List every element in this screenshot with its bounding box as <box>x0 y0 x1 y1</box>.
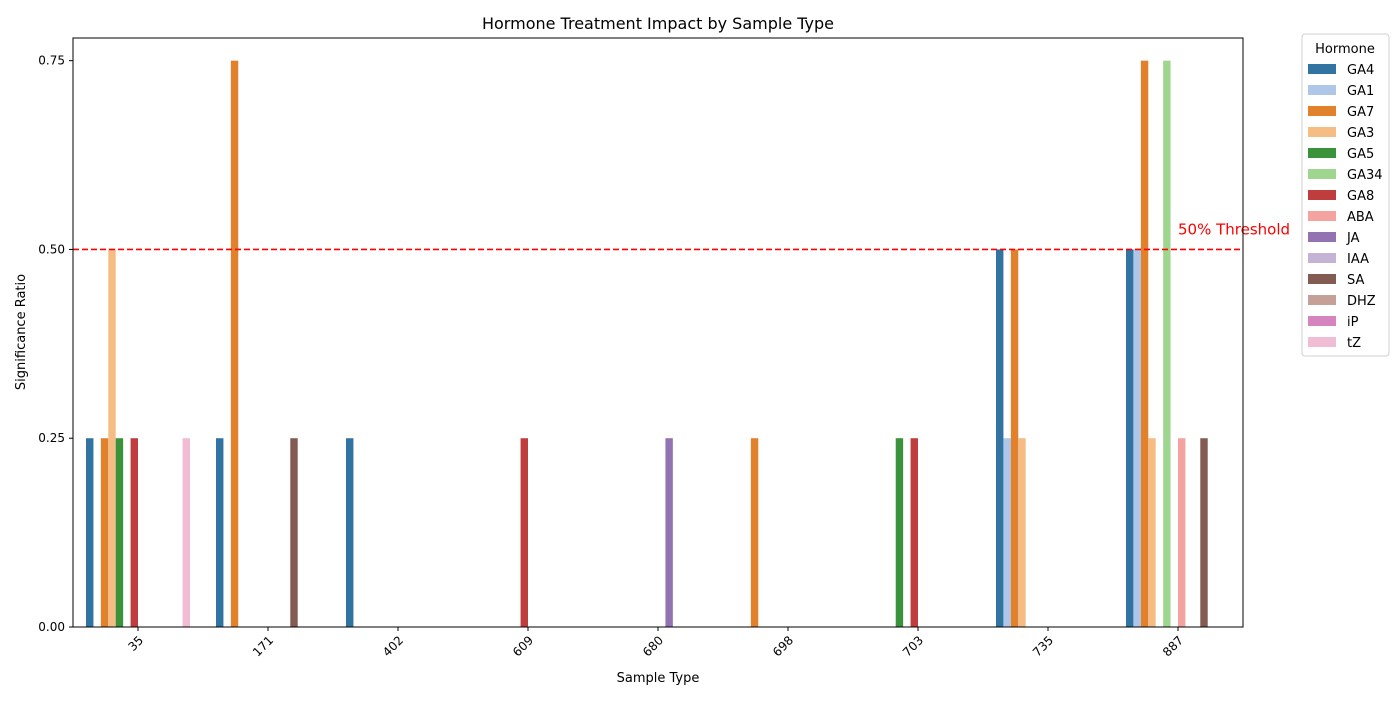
bar-GA7-171 <box>230 60 239 627</box>
legend-label-JA: JA <box>1346 231 1360 246</box>
bar-GA34-887 <box>1163 60 1171 627</box>
legend-swatch-ABA <box>1308 211 1336 221</box>
x-axis-label: Sample Type <box>617 671 700 686</box>
bar-GA8-609 <box>520 438 528 627</box>
bar-GA3-735 <box>1018 438 1026 627</box>
bar-GA5-35 <box>115 438 124 627</box>
bar-GA8-703 <box>910 438 918 627</box>
legend-title: Hormone <box>1315 42 1375 57</box>
y-tick-label: 0.50 <box>38 242 65 256</box>
x-tick-label: 35 <box>125 633 146 654</box>
legend-swatch-GA1 <box>1308 85 1336 95</box>
legend-swatch-GA34 <box>1308 169 1336 179</box>
threshold-label: 50% Threshold <box>1178 220 1290 238</box>
legend: Hormone GA4 GA1 GA7 GA3 GA5 GA34 GA8 ABA JA IAA SA D… <box>1301 33 1390 357</box>
bar-GA5-703 <box>895 438 904 627</box>
legend-swatch-IAA <box>1308 253 1336 263</box>
bar-GA3-35 <box>108 249 116 627</box>
legend-swatch-GA5 <box>1308 148 1336 158</box>
legend-swatch-JA <box>1308 232 1336 242</box>
legend-swatch-SA <box>1308 274 1336 284</box>
legend-swatch-DHZ <box>1308 295 1336 305</box>
bar-GA8-35 <box>130 438 138 627</box>
bar-GA4-402 <box>346 438 354 627</box>
y-tick-label: 0.25 <box>38 431 65 445</box>
legend-label-tZ: tZ <box>1347 336 1361 351</box>
legend-swatch-GA3 <box>1308 127 1336 137</box>
legend-swatch-iP <box>1308 316 1336 326</box>
x-tick-label: 680 <box>640 633 666 659</box>
bars-group <box>86 60 1208 627</box>
legend-label-DHZ: DHZ <box>1347 294 1376 309</box>
x-tick-label: 735 <box>1030 633 1056 659</box>
x-tick-label: 887 <box>1160 633 1186 659</box>
threshold-group: 50% Threshold <box>73 220 1290 251</box>
legend-label-SA: SA <box>1347 273 1364 288</box>
legend-label-GA1: GA1 <box>1347 84 1374 99</box>
bar-GA4-887 <box>1126 249 1134 627</box>
legend-label-GA7: GA7 <box>1347 105 1374 120</box>
legend-label-GA4: GA4 <box>1347 63 1374 78</box>
x-tick-label: 609 <box>510 633 536 659</box>
y-axis-label: Significance Ratio <box>14 274 29 390</box>
bar-GA7-735 <box>1010 249 1019 627</box>
bar-JA-680 <box>665 438 673 627</box>
bar-GA3-887 <box>1148 438 1156 627</box>
bar-tZ-35 <box>182 438 190 627</box>
legend-label-iP: iP <box>1347 315 1359 330</box>
chart-title: Hormone Treatment Impact by Sample Type <box>482 14 834 33</box>
bar-SA-887 <box>1200 438 1208 627</box>
plot-frame <box>72 37 1244 628</box>
legend-swatch-tZ <box>1308 337 1336 347</box>
bar-GA7-698 <box>750 438 759 627</box>
legend-label-GA3: GA3 <box>1347 126 1374 141</box>
legend-label-IAA: IAA <box>1347 252 1369 267</box>
x-tick-label: 703 <box>900 633 926 659</box>
bar-GA4-171 <box>216 438 224 627</box>
legend-swatch-GA4 <box>1308 64 1336 74</box>
legend-swatch-GA7 <box>1308 106 1336 116</box>
legend-label-GA8: GA8 <box>1347 189 1374 204</box>
y-tick-label: 0.75 <box>38 54 65 68</box>
legend-swatch-GA8 <box>1308 190 1336 200</box>
x-tick-label: 171 <box>250 633 276 659</box>
x-tick-label: 698 <box>770 633 796 659</box>
legend-label-GA5: GA5 <box>1347 147 1374 162</box>
legend-label-GA34: GA34 <box>1347 168 1383 183</box>
bar-GA1-887 <box>1133 249 1141 627</box>
bar-SA-171 <box>290 438 298 627</box>
bar-ABA-887 <box>1178 438 1186 627</box>
bar-GA4-735 <box>996 249 1004 627</box>
bar-GA4-35 <box>86 438 94 627</box>
x-tick-label: 402 <box>380 633 406 659</box>
bar-GA7-35 <box>100 438 109 627</box>
legend-label-ABA: ABA <box>1347 210 1374 225</box>
bar-GA7-887 <box>1140 60 1149 627</box>
bar-GA1-735 <box>1003 438 1011 627</box>
y-tick-label: 0.00 <box>38 620 65 634</box>
